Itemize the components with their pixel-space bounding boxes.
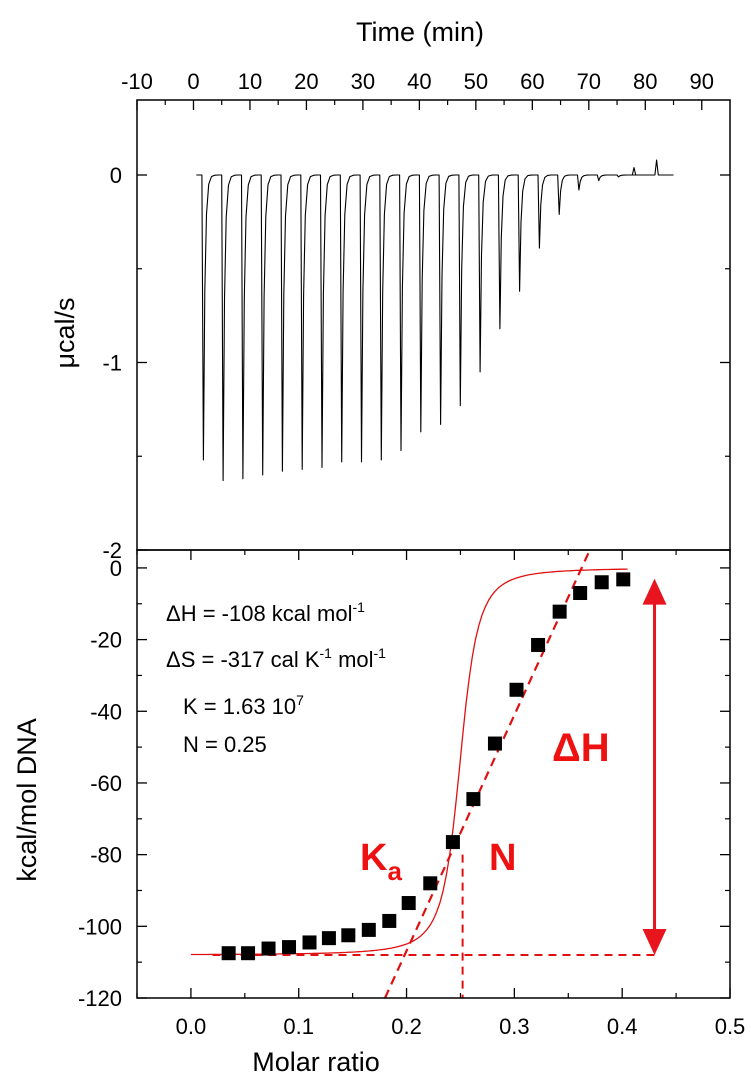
bottom-y-tick-label: -120 — [78, 986, 122, 1011]
bottom-x-axis-title: Molar ratio — [252, 1047, 380, 1077]
param-entropy: ΔS = -317 cal K-1 mol-1 — [166, 645, 386, 672]
data-point — [221, 946, 236, 961]
thermogram-trace — [196, 159, 674, 482]
param-entropy-exp1: -1 — [320, 645, 333, 661]
top-x-axis-title: Time (min) — [356, 17, 484, 47]
top-x-tick-label: 70 — [577, 69, 601, 94]
param-affinity: K = 1.63 107 — [183, 692, 304, 719]
ka-annotation-main: K — [360, 837, 388, 879]
data-point — [487, 736, 502, 751]
bottom-x-tick-label: 0.3 — [499, 1014, 530, 1039]
top-x-tick-label: 10 — [238, 69, 262, 94]
data-point — [321, 931, 336, 946]
enthalpy-arrowhead-top — [642, 578, 667, 605]
top-plot-frame — [136, 99, 731, 551]
thermogram-panel: Time (min) -10 0 10 20 30 40 50 60 70 80 90 0-1-2 … — [50, 17, 731, 563]
enthalpy-arrowhead-bottom — [642, 928, 667, 955]
param-affinity-exp: 7 — [296, 692, 304, 708]
param-entropy-exp2: -1 — [374, 645, 387, 661]
data-point — [531, 637, 546, 652]
param-entropy-mid: mol — [332, 647, 374, 672]
bottom-plot-frame — [136, 549, 731, 999]
top-x-tick-label: 0 — [187, 69, 199, 94]
bottom-x-tick-label: 0.5 — [715, 1014, 746, 1039]
data-point — [241, 946, 256, 961]
data-point — [401, 896, 416, 911]
bottom-x-tick-label: 0.0 — [176, 1014, 207, 1039]
data-point — [509, 682, 524, 697]
n-annotation: N — [489, 837, 516, 879]
bottom-x-tick-label: 0.2 — [391, 1014, 422, 1039]
param-stoichiometry: N = 0.25 — [183, 732, 267, 757]
top-x-tick-label: 50 — [464, 69, 488, 94]
data-point — [302, 935, 317, 950]
bottom-y-tick-label: 0 — [110, 556, 122, 581]
top-x-tick-label: 40 — [407, 69, 431, 94]
param-enthalpy-exp: -1 — [352, 599, 365, 615]
bottom-y-tick-label: -40 — [90, 699, 122, 724]
data-point — [445, 835, 460, 850]
bottom-y-axis-title: kcal/mol DNA — [12, 718, 42, 882]
top-x-tick-label: -10 — [121, 69, 153, 94]
fit-parameters: ΔH = -108 kcal mol-1 ΔS = -317 cal K-1 m… — [166, 599, 386, 757]
data-point — [382, 913, 397, 928]
data-point — [466, 792, 481, 807]
bottom-x-tick-label: 0.4 — [607, 1014, 638, 1039]
bottom-y-tick-label: -60 — [90, 771, 122, 796]
data-point — [341, 928, 356, 943]
dh-annotation: ΔH — [552, 726, 610, 770]
tangent-guide — [383, 549, 591, 999]
param-affinity-text: K = 1.63 10 — [183, 694, 296, 719]
bottom-x-tick-label: 0.1 — [283, 1014, 314, 1039]
param-enthalpy: ΔH = -108 kcal mol-1 — [166, 599, 365, 626]
data-point — [616, 572, 631, 587]
top-y-axis-title: μcal/s — [50, 297, 80, 368]
top-x-tick-label: 30 — [351, 69, 375, 94]
top-x-tick-label: 80 — [633, 69, 657, 94]
data-point — [282, 940, 297, 955]
bottom-x-ticks: 0.0 0.1 0.2 0.3 0.4 0.5 — [136, 550, 746, 1039]
top-y-ticks: 0 -1 -2 — [102, 163, 730, 563]
top-x-ticks: -10 0 10 20 30 40 50 60 70 80 90 — [121, 69, 714, 110]
data-point — [361, 922, 376, 937]
data-point — [423, 876, 438, 891]
data-point — [594, 575, 609, 590]
top-x-tick-label: 20 — [294, 69, 318, 94]
ka-annotation: Ka — [360, 837, 402, 886]
top-x-tick-label: 60 — [520, 69, 544, 94]
top-y-tick-label: 0 — [110, 163, 122, 188]
param-enthalpy-text: ΔH = -108 kcal mol — [166, 601, 352, 626]
guide-lines — [212, 549, 655, 999]
ka-annotation-sub: a — [387, 856, 402, 886]
top-y-tick-label: -1 — [102, 351, 122, 376]
enthalpy-arrow — [642, 578, 667, 955]
data-point — [261, 941, 276, 956]
bottom-y-ticks: 0 -20 -40 -60 -80 -100 -120 — [78, 556, 730, 1011]
data-point — [573, 586, 588, 601]
data-points — [221, 572, 631, 961]
isotherm-panel: 0 -20 -40 -60 -80 -100 -120 0.0 0.1 0.2 0.3 0.4 0.5… — [12, 549, 746, 1077]
param-entropy-text: ΔS = -317 cal K — [166, 647, 320, 672]
bottom-y-tick-label: -100 — [78, 914, 122, 939]
top-x-tick-label: 90 — [690, 69, 714, 94]
top-y-tick-label: -2 — [102, 538, 122, 563]
data-point — [552, 604, 567, 619]
bottom-y-tick-label: -80 — [90, 843, 122, 868]
bottom-y-tick-label: -20 — [90, 628, 122, 653]
